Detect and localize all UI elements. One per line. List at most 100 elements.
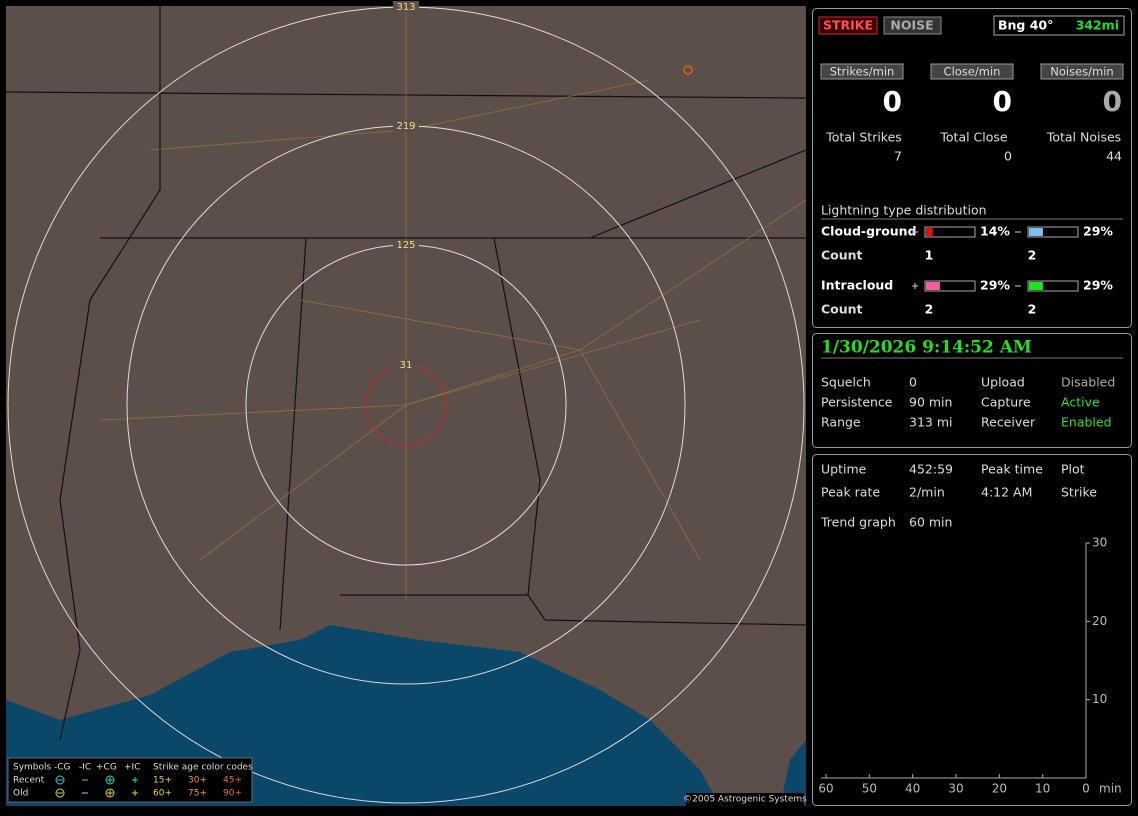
plus-sign bbox=[912, 229, 918, 235]
count: 1 bbox=[925, 248, 934, 263]
symbol bbox=[55, 775, 65, 785]
setting: Receiver bbox=[981, 415, 1036, 430]
plus-sign bbox=[912, 283, 918, 289]
stat: Peak rate bbox=[821, 485, 880, 500]
total-label: Total Close bbox=[939, 130, 1008, 145]
map: ©2005 Astrogenic Systems bbox=[5, 6, 807, 806]
bar-track bbox=[1027, 226, 1079, 238]
x-tick-label: 10 bbox=[1035, 782, 1050, 796]
setting: 90 min bbox=[909, 395, 952, 410]
legend-row-label: Recent bbox=[13, 776, 45, 786]
bar-track bbox=[924, 280, 976, 292]
copyright: ©2005 Astrogenic Systems bbox=[683, 795, 807, 805]
age-code: 30+ bbox=[188, 776, 207, 786]
strike-button[interactable] bbox=[818, 16, 878, 35]
rate-value: 0 bbox=[883, 85, 902, 118]
symbol bbox=[105, 788, 115, 798]
rate-label: Strikes/min bbox=[830, 65, 895, 79]
x-tick-label: 20 bbox=[992, 782, 1007, 796]
stat: Strike bbox=[1061, 485, 1097, 500]
setting: Capture bbox=[981, 395, 1031, 410]
rate-value: 0 bbox=[993, 85, 1012, 118]
y-tick-label: 30 bbox=[1092, 536, 1107, 550]
age-code: 60+ bbox=[153, 789, 172, 799]
x-tick-label: 60 bbox=[818, 782, 833, 796]
setting: Range bbox=[821, 415, 861, 430]
rate-label: Noises/min bbox=[1050, 65, 1113, 79]
x-unit: min bbox=[1099, 782, 1122, 796]
total-label: Total Noises bbox=[1046, 130, 1121, 145]
legend-header: -IC bbox=[79, 763, 91, 773]
rate-label-box bbox=[930, 63, 1014, 80]
x-tick-label: 50 bbox=[862, 782, 877, 796]
x-tick-label: 40 bbox=[905, 782, 920, 796]
setting: Squelch bbox=[821, 375, 871, 390]
ring-label-bg bbox=[393, 120, 419, 132]
strike-button-label: STRIKE bbox=[823, 18, 873, 33]
legend-header: -CG bbox=[54, 763, 71, 773]
percent: 29% bbox=[1083, 278, 1113, 293]
rate-value: 0 bbox=[1103, 85, 1122, 118]
ring-label: 125 bbox=[396, 240, 415, 251]
bearing-box bbox=[993, 15, 1125, 36]
total-value: 7 bbox=[894, 149, 902, 164]
legend-header: Strike age color codes bbox=[153, 763, 253, 773]
bar-track bbox=[1027, 280, 1079, 292]
type-label: Intracloud bbox=[821, 278, 893, 293]
age-code: 15+ bbox=[153, 776, 172, 786]
y-tick-label: 20 bbox=[1092, 614, 1107, 628]
stat: Peak time bbox=[981, 462, 1043, 477]
legend-header: +CG bbox=[96, 763, 117, 773]
symbol bbox=[107, 777, 138, 783]
stat: 2/min bbox=[909, 485, 945, 500]
setting: Persistence bbox=[821, 395, 893, 410]
ring-label-bg bbox=[393, 1, 419, 13]
bar bbox=[1029, 282, 1043, 290]
noise-button-label: NOISE bbox=[890, 18, 933, 33]
age-code: 75+ bbox=[188, 789, 207, 799]
percent: 29% bbox=[980, 278, 1010, 293]
symbol bbox=[105, 775, 115, 785]
bar bbox=[926, 228, 933, 236]
distance: 342mi bbox=[1076, 18, 1119, 33]
bar bbox=[926, 282, 940, 290]
rate-label-box bbox=[820, 63, 904, 80]
trend-window: 60 min bbox=[909, 515, 952, 530]
stat: 452:59 bbox=[909, 462, 953, 477]
percent: 14% bbox=[980, 224, 1010, 239]
ring-label: 31 bbox=[400, 360, 413, 371]
legend-header: +IC bbox=[124, 763, 140, 773]
trend-label: Trend graph bbox=[820, 515, 896, 530]
symbol bbox=[55, 788, 65, 798]
type-label: Cloud-ground bbox=[821, 224, 917, 239]
age-code: 90+ bbox=[223, 789, 242, 799]
y-tick-label: 10 bbox=[1092, 692, 1107, 706]
count: 2 bbox=[925, 302, 934, 317]
noise-button[interactable] bbox=[883, 16, 942, 35]
total-value: 44 bbox=[1106, 149, 1122, 164]
count: 2 bbox=[1028, 248, 1037, 263]
setting: Active bbox=[1061, 395, 1100, 410]
setting: Upload bbox=[981, 375, 1025, 390]
ring-label: 219 bbox=[396, 121, 415, 132]
ring-label: 313 bbox=[396, 2, 415, 13]
distribution-title: Lightning type distribution bbox=[821, 203, 987, 218]
bar bbox=[1029, 228, 1043, 236]
setting: 313 mi bbox=[909, 415, 952, 430]
rate-label: Close/min bbox=[944, 65, 1001, 79]
percent: 29% bbox=[1083, 224, 1113, 239]
legend-header: Symbols bbox=[13, 763, 52, 773]
setting: 0 bbox=[909, 375, 917, 390]
ring-label-bg bbox=[393, 239, 419, 251]
legend-row-label: Old bbox=[13, 789, 28, 799]
panels bbox=[812, 8, 1132, 806]
age-code: 45+ bbox=[223, 776, 242, 786]
total-label: Total Strikes bbox=[825, 130, 902, 145]
total-value: 0 bbox=[1004, 149, 1012, 164]
symbol bbox=[107, 790, 138, 796]
stat: Uptime bbox=[821, 462, 867, 477]
count-label: Count bbox=[821, 302, 863, 317]
x-tick-label: 30 bbox=[948, 782, 963, 796]
